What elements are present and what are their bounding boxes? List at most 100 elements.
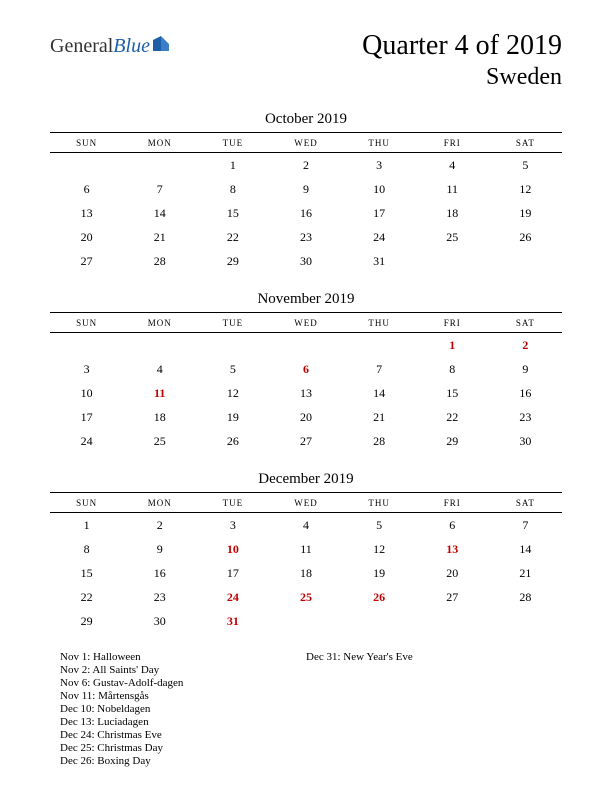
calendar-cell: 25 — [269, 585, 342, 609]
calendar-cell: 19 — [196, 405, 269, 429]
calendar-cell: 14 — [343, 381, 416, 405]
day-header: SUN — [50, 133, 123, 153]
calendar-cell: 4 — [416, 153, 489, 178]
day-header: TUE — [196, 133, 269, 153]
calendar-cell — [343, 609, 416, 633]
calendar-cell: 1 — [416, 333, 489, 358]
calendar-cell: 20 — [50, 225, 123, 249]
calendar-cell: 23 — [269, 225, 342, 249]
day-header: SUN — [50, 313, 123, 333]
calendar-table: SUNMONTUEWEDTHUFRISAT1234567891011121314… — [50, 312, 562, 453]
calendar-cell: 5 — [343, 513, 416, 538]
calendar-cell: 12 — [343, 537, 416, 561]
calendar-cell: 9 — [489, 357, 562, 381]
calendar-cell: 31 — [196, 609, 269, 633]
month-title: October 2019 — [50, 111, 562, 128]
day-header: SAT — [489, 313, 562, 333]
holiday-entry: Nov 11: Mårtensgås — [60, 690, 306, 702]
calendar-cell: 3 — [50, 357, 123, 381]
calendar-month: October 2019SUNMONTUEWEDTHUFRISAT1234567… — [50, 111, 562, 273]
calendar-cell: 10 — [343, 177, 416, 201]
day-header: THU — [343, 313, 416, 333]
calendar-cell: 23 — [489, 405, 562, 429]
calendar-cell: 30 — [489, 429, 562, 453]
calendar-cell: 21 — [343, 405, 416, 429]
calendar-table: SUNMONTUEWEDTHUFRISAT1234567891011121314… — [50, 132, 562, 273]
calendar-cell: 13 — [269, 381, 342, 405]
calendar-cell — [343, 333, 416, 358]
calendar-cell — [269, 609, 342, 633]
holiday-entry: Nov 1: Halloween — [60, 651, 306, 663]
calendar-cell: 24 — [196, 585, 269, 609]
calendar-table: SUNMONTUEWEDTHUFRISAT1234567891011121314… — [50, 492, 562, 633]
holiday-entry: Dec 24: Christmas Eve — [60, 729, 306, 741]
calendar-cell: 2 — [123, 513, 196, 538]
calendar-cell: 15 — [196, 201, 269, 225]
calendar-cell: 8 — [416, 357, 489, 381]
calendar-cell: 12 — [489, 177, 562, 201]
calendar-cell: 6 — [416, 513, 489, 538]
holiday-entry: Dec 25: Christmas Day — [60, 742, 306, 754]
calendar-cell: 4 — [269, 513, 342, 538]
calendar-cell: 8 — [196, 177, 269, 201]
calendar-cell: 22 — [50, 585, 123, 609]
calendar-cell: 6 — [269, 357, 342, 381]
calendar-cell: 31 — [343, 249, 416, 273]
calendar-cell: 3 — [343, 153, 416, 178]
logo: GeneralBlue — [50, 34, 170, 58]
day-header: FRI — [416, 133, 489, 153]
calendar-cell: 16 — [269, 201, 342, 225]
calendar-cell: 7 — [489, 513, 562, 538]
calendar-cell: 7 — [123, 177, 196, 201]
day-header: MON — [123, 493, 196, 513]
calendar-cell: 2 — [269, 153, 342, 178]
day-header: MON — [123, 313, 196, 333]
calendar-cell — [489, 609, 562, 633]
calendar-cell: 11 — [416, 177, 489, 201]
calendar-cell: 5 — [489, 153, 562, 178]
calendar-cell: 29 — [50, 609, 123, 633]
calendar-cell — [123, 153, 196, 178]
calendar-cell: 9 — [269, 177, 342, 201]
calendar-cell: 28 — [343, 429, 416, 453]
calendar-cell: 17 — [196, 561, 269, 585]
calendar-cell: 25 — [123, 429, 196, 453]
calendar-cell: 29 — [196, 249, 269, 273]
day-header: FRI — [416, 493, 489, 513]
calendar-cell: 11 — [123, 381, 196, 405]
calendar-cell: 12 — [196, 381, 269, 405]
calendar-cell: 13 — [416, 537, 489, 561]
day-header: THU — [343, 493, 416, 513]
calendar-cell: 22 — [196, 225, 269, 249]
calendar-cell — [416, 609, 489, 633]
holiday-entry: Nov 6: Gustav-Adolf-dagen — [60, 677, 306, 689]
calendar-cell: 15 — [50, 561, 123, 585]
day-header: MON — [123, 133, 196, 153]
day-header: FRI — [416, 313, 489, 333]
calendar-cell: 25 — [416, 225, 489, 249]
calendar-cell: 29 — [416, 429, 489, 453]
calendar-cell: 5 — [196, 357, 269, 381]
calendar-cell: 18 — [269, 561, 342, 585]
calendar-cell: 16 — [123, 561, 196, 585]
calendar-cell: 28 — [123, 249, 196, 273]
month-title: November 2019 — [50, 291, 562, 308]
calendar-cell: 23 — [123, 585, 196, 609]
calendar-cell: 10 — [196, 537, 269, 561]
calendar-cell: 11 — [269, 537, 342, 561]
calendar-cell: 18 — [416, 201, 489, 225]
holiday-entry: Nov 2: All Saints' Day — [60, 664, 306, 676]
holiday-entry: Dec 26: Boxing Day — [60, 755, 306, 767]
calendar-cell — [196, 333, 269, 358]
calendar-cell: 14 — [123, 201, 196, 225]
calendar-month: December 2019SUNMONTUEWEDTHUFRISAT123456… — [50, 471, 562, 633]
logo-text-1: General — [50, 35, 113, 58]
calendar-cell: 27 — [416, 585, 489, 609]
calendar-cell: 2 — [489, 333, 562, 358]
calendar-cell: 18 — [123, 405, 196, 429]
calendar-cell — [50, 153, 123, 178]
calendar-cell: 27 — [50, 249, 123, 273]
calendar-cell: 1 — [196, 153, 269, 178]
calendar-cell: 20 — [269, 405, 342, 429]
day-header: SAT — [489, 493, 562, 513]
